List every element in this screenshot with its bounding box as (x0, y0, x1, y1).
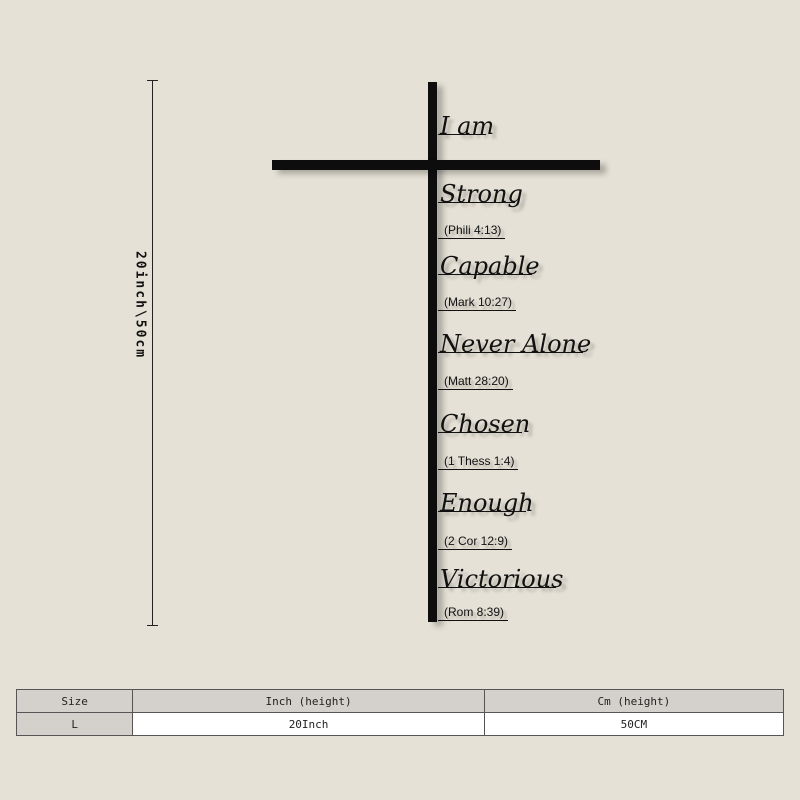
cross-ref: (Matt 28:20) (438, 374, 513, 390)
header-cell: Inch (height) (132, 689, 485, 713)
header-cell: Size (15, 689, 134, 713)
size-table: Size Inch (height) Cm (height) L 20Inch … (15, 689, 785, 736)
table-cell: 50CM (483, 712, 785, 736)
dimension-cap-bottom (147, 625, 158, 626)
table-row: L 20Inch 50CM (15, 712, 785, 736)
table-cell: 20Inch (132, 712, 485, 736)
cross-ref: (2 Cor 12:9) (437, 534, 513, 550)
cross-horizontal-bar (272, 160, 600, 170)
dimension-label: 20inch\50cm (132, 250, 148, 360)
cross-ref: (Mark 10:27) (437, 295, 517, 311)
cross-word: Never Alone (437, 330, 592, 358)
cross-word: Victorious (438, 565, 564, 593)
cross-word: Chosen (437, 410, 531, 438)
header-cell: Cm (height) (483, 689, 785, 713)
table-cell: L (15, 712, 134, 736)
cross-vertical-bar (428, 82, 437, 622)
cross-word: Strong (438, 180, 523, 208)
dimension-cap-top (147, 80, 158, 81)
cross-ref: (1 Thess 1:4) (437, 454, 519, 470)
dimension-line (152, 80, 153, 626)
cross-word: Capable (438, 252, 540, 280)
cross-ref: (Phili 4:13) (437, 223, 506, 239)
table-header-row: Size Inch (height) Cm (height) (15, 689, 785, 713)
cross-word: Enough (438, 489, 534, 517)
cross-title: I am (437, 112, 495, 140)
cross-ref: (Rom 8:39) (437, 605, 509, 621)
